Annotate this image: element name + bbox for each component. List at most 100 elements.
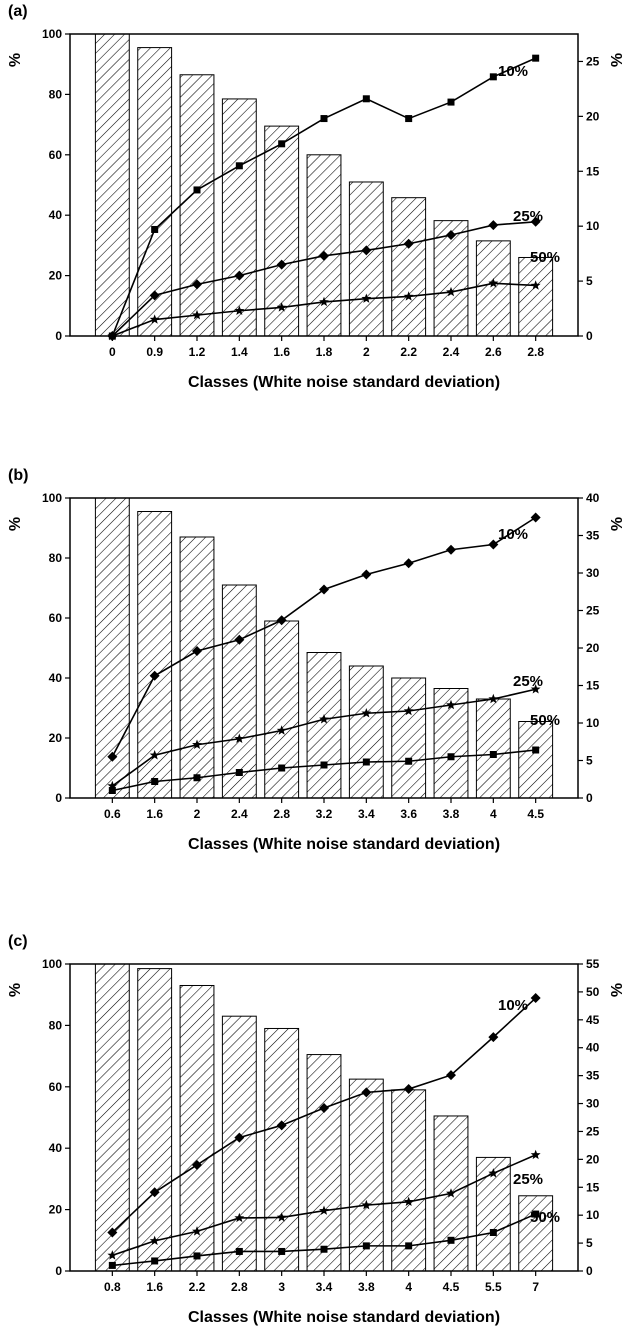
x-tick-label: 7: [532, 1280, 539, 1294]
data-point: [192, 1159, 202, 1170]
data-point: [319, 1205, 329, 1215]
y-tick-label: 100: [42, 27, 62, 41]
data-point: [192, 309, 202, 320]
series-10pct: 10%: [107, 512, 541, 762]
data-point: [278, 140, 286, 148]
data-point: [278, 764, 286, 772]
bar: [518, 1195, 554, 1272]
x-tick-label: 4: [490, 807, 497, 821]
data-point: [234, 1132, 245, 1143]
x-tick-label: 2.6: [485, 345, 502, 359]
series-50pct: 50%: [108, 712, 560, 794]
data-point: [107, 751, 118, 762]
x-tick-label: 2.2: [400, 345, 417, 359]
y-right-tick-label: 5: [586, 274, 593, 288]
data-point: [107, 330, 118, 341]
bar: [348, 181, 384, 337]
data-point: [446, 1188, 456, 1198]
data-point: [405, 1242, 413, 1250]
bar: [391, 677, 427, 799]
data-point: [320, 115, 328, 123]
data-point: [362, 758, 370, 766]
data-point: [235, 1247, 243, 1255]
data-point: [149, 290, 160, 301]
data-point: [532, 1210, 540, 1218]
x-tick-label: 3.8: [443, 807, 460, 821]
series-label: 50%: [530, 249, 560, 266]
data-point: [149, 314, 160, 324]
x-tick-label: 2: [363, 345, 370, 359]
data-point: [361, 1199, 372, 1210]
bar: [94, 497, 130, 799]
data-point: [319, 296, 329, 307]
y-right-tick-label: 15: [586, 164, 600, 178]
y-tick-label: 60: [49, 1080, 63, 1094]
y-axis-title: %: [7, 53, 24, 67]
y-axis-title: %: [7, 983, 24, 997]
y-right-tick-label: 15: [586, 1180, 600, 1194]
series-label: 25%: [513, 208, 543, 225]
x-tick-label: 5.5: [485, 1280, 502, 1294]
series-50pct: 50%: [108, 1209, 560, 1269]
data-point: [489, 751, 497, 758]
data-point: [149, 1235, 160, 1246]
data-point: [235, 769, 243, 776]
bar: [137, 968, 173, 1272]
bar: [306, 154, 342, 337]
bar: [179, 984, 215, 1272]
data-point: [149, 750, 160, 760]
data-point: [276, 1120, 287, 1131]
data-point: [320, 761, 328, 769]
bar: [221, 1015, 257, 1272]
y-right-tick-label: 20: [586, 641, 600, 655]
x-tick-label: 1.6: [273, 345, 290, 359]
y-right-tick-label: 40: [586, 491, 600, 505]
data-point: [446, 544, 456, 555]
data-point: [320, 1245, 328, 1253]
data-point: [403, 238, 414, 249]
data-point: [532, 746, 540, 754]
data-point: [107, 1227, 118, 1238]
y-right-tick-label: 35: [586, 1069, 600, 1083]
y-right-tick-label: 30: [586, 566, 600, 580]
bar: [264, 125, 300, 337]
y-tick-label: 60: [49, 611, 63, 625]
y-tick-label: 40: [49, 671, 63, 685]
x-tick-label: 2: [194, 807, 201, 821]
y-tick-label: 100: [42, 491, 62, 505]
bar: [475, 698, 511, 799]
data-point: [193, 774, 201, 782]
y-right-tick-label: 0: [586, 1264, 593, 1278]
x-tick-label: 1.2: [189, 345, 206, 359]
bar: [306, 652, 342, 799]
x-tick-label: 4: [405, 1280, 412, 1294]
y-right-axis-title: %: [609, 53, 626, 67]
data-point: [192, 646, 202, 656]
data-point: [361, 245, 372, 256]
bar: [179, 536, 215, 799]
data-point: [530, 280, 541, 290]
data-point: [319, 1103, 329, 1114]
data-point: [362, 1242, 370, 1250]
y-right-tick-label: 20: [586, 109, 600, 123]
series-label: 50%: [530, 1209, 560, 1226]
data-point: [488, 693, 499, 704]
series-label: 10%: [498, 997, 528, 1014]
y-right-tick-label: 5: [586, 1236, 593, 1250]
bar: [137, 47, 173, 337]
y-right-tick-label: 25: [586, 1124, 600, 1138]
x-tick-label: 1.8: [316, 345, 333, 359]
data-point: [192, 1226, 202, 1236]
data-point: [151, 225, 159, 233]
y-right-tick-label: 5: [586, 754, 593, 768]
y-right-tick-label: 25: [586, 54, 600, 68]
data-point: [149, 670, 160, 681]
bar: [348, 665, 384, 799]
bar: [264, 1027, 300, 1272]
x-tick-label: 4.5: [443, 1280, 460, 1294]
data-point: [361, 569, 372, 580]
data-point: [361, 708, 372, 718]
y-right-axis-title: %: [609, 983, 626, 997]
y-tick-label: 40: [49, 1141, 63, 1155]
